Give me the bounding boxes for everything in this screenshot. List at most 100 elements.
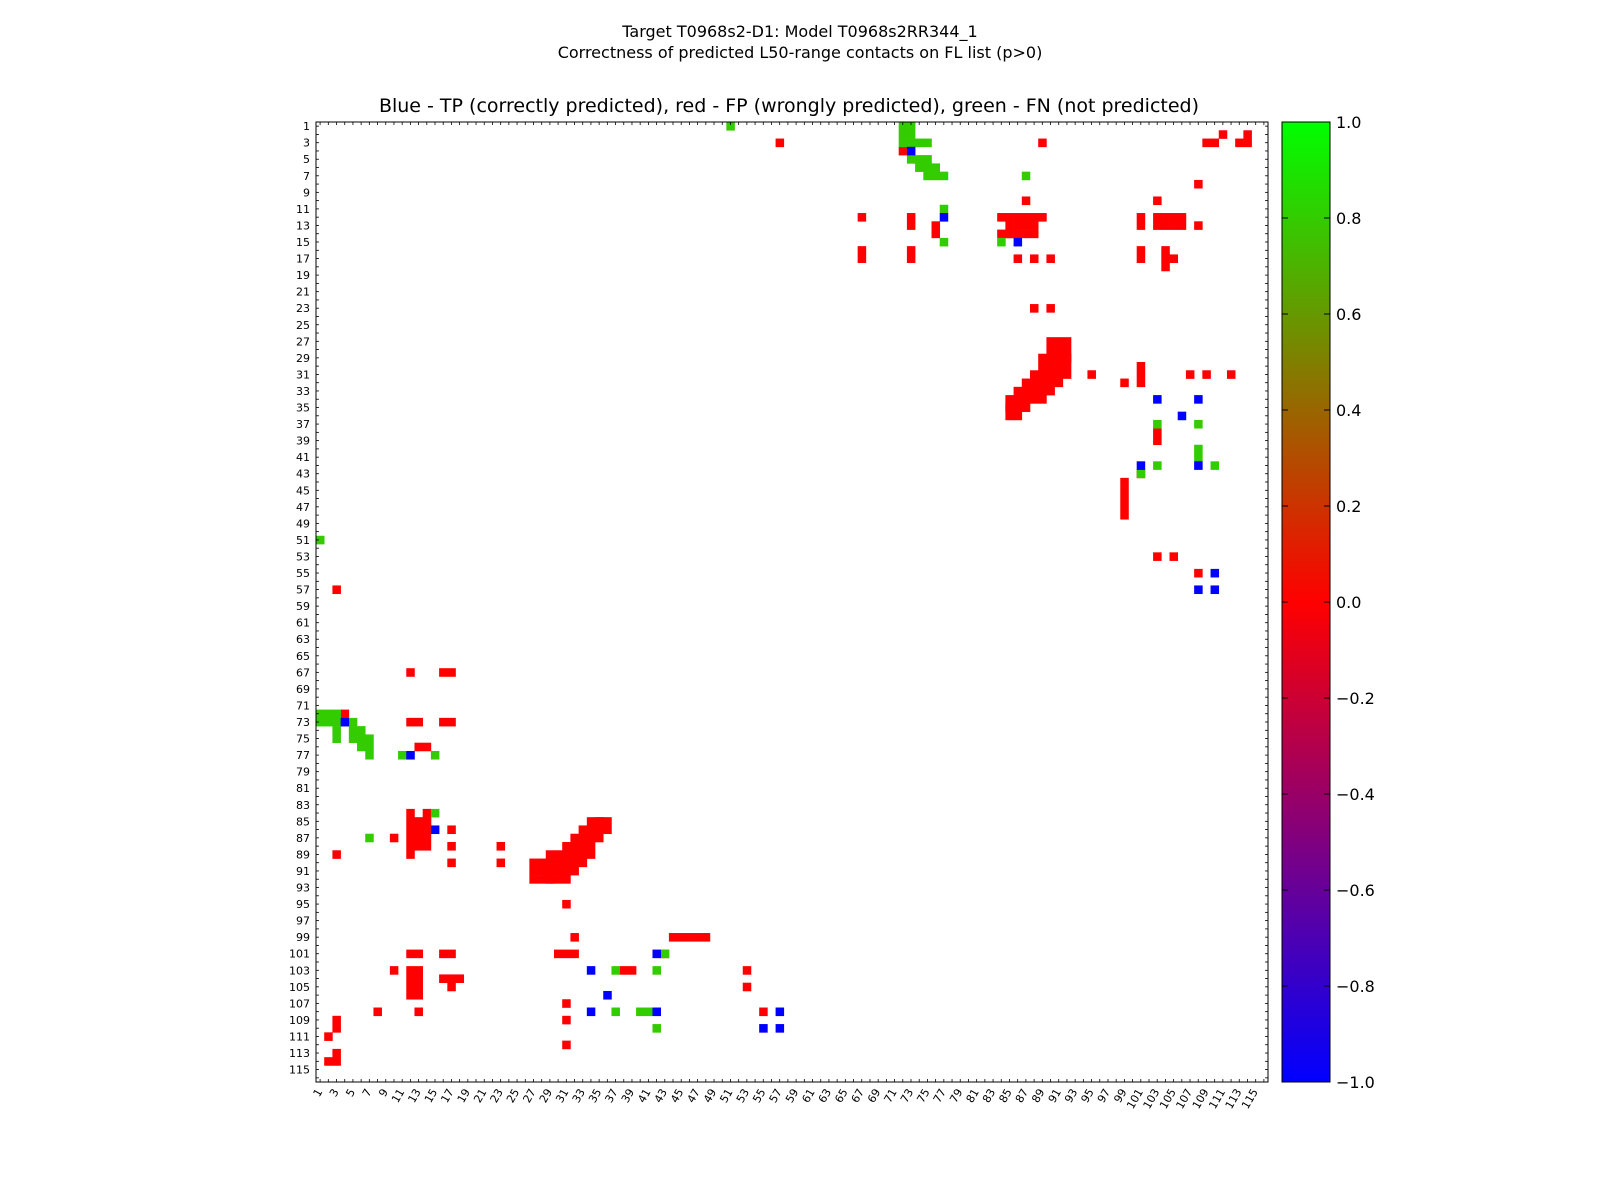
tp-cell	[1136, 461, 1146, 470]
fn-cell	[931, 163, 941, 172]
fp-cell	[447, 668, 456, 677]
fn-cell	[923, 171, 932, 181]
y-axis: 1357911131517192123252729313335373941434…	[289, 120, 1268, 1079]
fp-cell	[906, 246, 916, 255]
fp-cell	[414, 966, 423, 975]
tp-cell	[586, 1007, 596, 1017]
tp-cell	[906, 146, 916, 156]
fp-cell	[857, 254, 867, 263]
y-tick-label: 35	[296, 402, 310, 415]
fp-cell	[414, 825, 423, 835]
y-tick-label: 115	[289, 1064, 310, 1077]
fn-cell	[923, 138, 932, 148]
y-tick-label: 63	[296, 633, 310, 646]
y-tick-label: 81	[296, 782, 310, 795]
fn-cell	[726, 122, 735, 131]
x-tick-label: 51	[717, 1087, 735, 1106]
y-tick-label: 105	[289, 981, 310, 994]
fp-cell	[898, 146, 908, 156]
fp-cell	[332, 1048, 341, 1058]
x-tick-label: 59	[783, 1087, 801, 1106]
fp-cell	[1136, 254, 1146, 263]
fn-cell	[1194, 444, 1203, 454]
fp-cell	[1120, 486, 1129, 495]
x-tick-label: 93	[1062, 1087, 1080, 1106]
fp-cell	[414, 817, 423, 826]
fn-cell	[332, 726, 341, 735]
fp-cell	[332, 1024, 341, 1033]
y-tick-label: 41	[296, 451, 310, 464]
fp-cell	[1120, 494, 1129, 503]
fp-cell	[1030, 229, 1039, 239]
fn-cell	[898, 130, 908, 139]
fp-cell	[775, 138, 785, 148]
y-tick-label: 49	[296, 517, 310, 530]
fp-cell	[406, 949, 415, 959]
x-tick-label: 71	[882, 1087, 900, 1106]
fp-cell	[562, 875, 571, 884]
x-tick-label: 31	[553, 1087, 571, 1106]
fp-cell	[595, 833, 604, 843]
y-tick-label: 77	[296, 749, 310, 762]
fp-cell	[406, 717, 415, 727]
fp-cell	[1021, 196, 1031, 206]
colorbar-tick-label: −0.2	[1336, 689, 1375, 708]
y-tick-label: 61	[296, 617, 310, 630]
fp-cell	[1120, 477, 1129, 487]
fp-cell	[1030, 304, 1039, 313]
plot-title: Blue - TP (correctly predicted), red - F…	[378, 95, 1200, 117]
y-tick-label: 91	[296, 865, 310, 878]
y-tick-label: 55	[296, 567, 310, 580]
fp-cell	[1013, 254, 1023, 263]
x-tick-label: 41	[635, 1087, 653, 1106]
y-tick-label: 11	[296, 203, 310, 216]
fp-cell	[1021, 386, 1031, 396]
fn-cell	[430, 808, 440, 818]
x-tick-label: 61	[799, 1087, 817, 1106]
fp-cell	[562, 842, 571, 851]
fp-cell	[422, 808, 432, 818]
fp-cell	[1021, 378, 1031, 388]
fp-cell	[414, 974, 423, 983]
fp-cell	[1177, 221, 1187, 230]
fp-cell	[1243, 130, 1252, 139]
fp-cell	[554, 866, 563, 876]
colorbar-tick-label: −0.6	[1336, 881, 1375, 900]
fp-cell	[1087, 370, 1096, 379]
fp-cell	[685, 933, 694, 942]
fp-cell	[447, 949, 456, 959]
fp-cell	[701, 933, 711, 942]
y-tick-label: 27	[296, 335, 310, 348]
fp-cell	[1136, 378, 1146, 388]
fp-cell	[1013, 411, 1023, 421]
y-tick-label: 113	[289, 1047, 310, 1060]
fp-cell	[1136, 213, 1146, 222]
tp-cell	[1153, 395, 1162, 404]
fp-cell	[554, 858, 563, 868]
x-tick-label: 111	[1206, 1087, 1228, 1112]
fn-cell	[939, 171, 949, 181]
y-tick-label: 5	[303, 153, 310, 166]
fp-cell	[1161, 246, 1170, 255]
fp-cell	[1021, 221, 1031, 230]
chart-title-line-2: Correctness of predicted L50-range conta…	[557, 43, 1043, 62]
fp-cell	[1235, 138, 1244, 148]
fn-cell	[316, 709, 325, 719]
fp-cell	[447, 825, 456, 835]
x-tick-label: 99	[1111, 1087, 1129, 1106]
x-tick-label: 11	[389, 1087, 407, 1106]
x-tick-label: 67	[849, 1087, 867, 1106]
fp-cell	[562, 999, 571, 1008]
fp-cell	[447, 717, 456, 727]
fp-cell	[554, 949, 563, 959]
fn-cell	[915, 163, 924, 172]
x-tick-label: 33	[570, 1087, 588, 1106]
fp-cell	[1153, 213, 1162, 222]
fn-cell	[365, 742, 374, 752]
fp-cell	[742, 982, 752, 992]
x-tick-label: 65	[832, 1087, 850, 1106]
y-tick-label: 109	[289, 1014, 310, 1027]
fp-cell	[578, 825, 588, 835]
fp-cell	[1046, 304, 1055, 313]
fp-cell	[554, 875, 563, 884]
